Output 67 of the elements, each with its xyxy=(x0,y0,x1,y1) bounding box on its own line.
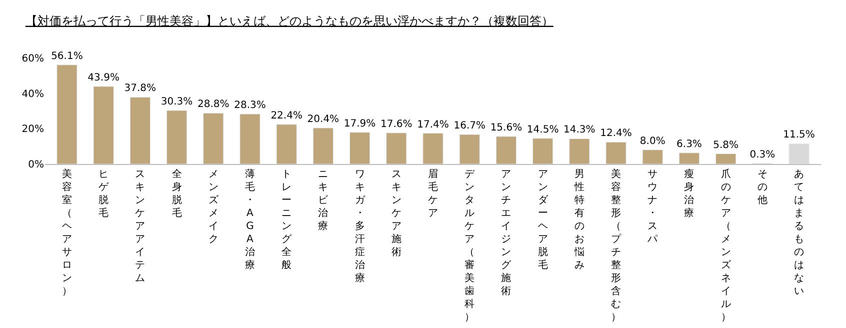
bar xyxy=(386,132,407,164)
category-label: スキンケアアイテム xyxy=(135,169,146,284)
x-tick-label: アンダーヘア脱毛 xyxy=(538,169,549,271)
category-label: 爪のケア（メンズネイル） xyxy=(720,169,731,323)
category-label: デンタルケア（審美歯科） xyxy=(464,169,475,323)
x-tick-label: 薄毛・AGA治療 xyxy=(244,168,255,271)
x-tick-label: サウナ・スパ xyxy=(646,169,659,245)
data-label: 11.5% xyxy=(783,130,815,141)
bar xyxy=(642,150,663,164)
bar xyxy=(130,96,150,164)
bar xyxy=(203,112,224,164)
x-tick-label: 眉毛ケア xyxy=(428,169,438,219)
data-label: 28.3% xyxy=(234,100,266,111)
bar xyxy=(422,133,444,164)
data-label: 43.9% xyxy=(88,72,120,84)
category-label: アンチエイジング施術 xyxy=(501,169,512,297)
data-label: 15.6% xyxy=(490,122,522,134)
bar xyxy=(56,64,78,164)
bar xyxy=(532,138,554,164)
y-tick-label: 0% xyxy=(28,160,44,170)
x-tick-label: スキンケア施術 xyxy=(391,169,402,258)
x-tick-label: 瘦身治療 xyxy=(684,168,694,219)
data-label: 30.3% xyxy=(160,96,193,108)
bar xyxy=(166,110,188,164)
category-label: 美容室（ヘアサロン） xyxy=(62,169,72,297)
x-tick-label: ニキビ治療 xyxy=(318,169,330,232)
data-label: 37.8% xyxy=(124,83,156,94)
data-label: 8.0% xyxy=(640,136,666,147)
data-label: 14.3% xyxy=(564,124,596,136)
bar xyxy=(678,152,700,164)
data-label: 17.6% xyxy=(380,118,412,130)
bar xyxy=(459,134,480,164)
bar xyxy=(716,154,736,164)
bar xyxy=(240,114,260,164)
data-label: 28.8% xyxy=(197,99,230,110)
bar xyxy=(276,124,297,164)
data-label: 56.1% xyxy=(51,50,83,62)
bar xyxy=(569,138,590,164)
y-tick-label: 60% xyxy=(22,54,44,64)
bar xyxy=(93,86,114,164)
bar xyxy=(788,143,810,164)
data-label: 0.3% xyxy=(750,149,776,160)
category-label: あてはまるものはない xyxy=(794,169,804,297)
category-label: 美容整形（プチ整形含む） xyxy=(611,169,622,323)
x-tick-label: メンズメイク xyxy=(208,169,220,245)
data-label: 17.9% xyxy=(344,118,376,130)
data-label: 5.8% xyxy=(713,140,739,151)
bar xyxy=(312,128,334,164)
x-tick-label: トレーニング全般 xyxy=(282,169,293,271)
data-label: 14.5% xyxy=(526,124,559,136)
data-label: 17.4% xyxy=(417,119,449,130)
y-tick-label: 40% xyxy=(22,88,44,100)
x-tick-label: 全身脱毛 xyxy=(172,168,182,219)
data-label: 6.3% xyxy=(676,138,702,150)
x-tick-label: ヒゲ脱毛 xyxy=(98,169,110,219)
category-label: ワキガ・多汗症治療 xyxy=(354,169,365,284)
bar xyxy=(349,132,370,164)
data-label: 20.4% xyxy=(307,114,340,125)
bar xyxy=(606,142,626,164)
chart-title: 【対価を払って行う「男性美容」】といえば、どのようなものを思い浮かべますか？（複数回答） xyxy=(25,14,554,28)
data-label: 22.4% xyxy=(270,110,302,122)
data-label: 12.4% xyxy=(600,128,632,140)
data-label: 16.7% xyxy=(454,120,486,132)
x-tick-label: その他 xyxy=(757,169,768,206)
y-tick-label: 20% xyxy=(22,124,44,136)
x-tick-label: 男性特有のお悩み xyxy=(573,169,584,271)
bar xyxy=(496,136,517,164)
